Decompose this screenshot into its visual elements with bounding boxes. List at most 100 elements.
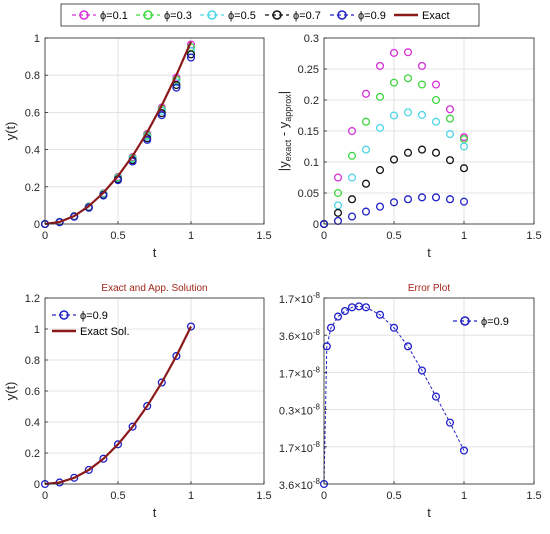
data-point-2-9 <box>445 130 455 139</box>
data-point-3-9 <box>172 81 181 90</box>
ytick-label-1: 0.2 <box>25 448 40 460</box>
data-point-0-6 <box>128 422 137 431</box>
legend-label-0: ϕ=0.9 <box>80 310 108 322</box>
data-point-4-5 <box>389 198 399 207</box>
data-point-0-12 <box>431 392 441 401</box>
axes-frame <box>323 297 535 485</box>
data-point-3-7 <box>417 145 427 154</box>
data-point-3-9 <box>445 156 455 165</box>
xtick-label-1: 0.5 <box>110 490 125 502</box>
panel-exact-app: 0 0.5 1 1.5 0 0.2 0.4 0.6 0.8 1 1.2 t y(t) Exact and … <box>3 283 272 520</box>
legend-marker-2 <box>207 10 217 20</box>
data-point-0-9 <box>389 323 399 332</box>
ytick-label-4: 3.6×10-8 <box>279 328 321 343</box>
axes-frame <box>323 37 535 225</box>
legend-box <box>60 3 480 27</box>
ytick-base-2: 0.3×10 <box>279 406 313 418</box>
xtick-label-2: 1 <box>188 490 194 502</box>
ytick-label-2: 0.3×10-8 <box>279 403 321 418</box>
data-point-1-1 <box>333 188 343 198</box>
panel-error-plot: 0 0.5 1 1.53.6×10-81.7×10-80.3×10-81.7×10-8… <box>279 283 542 520</box>
data-point-0-10 <box>403 342 413 351</box>
data-point-1-5 <box>389 78 399 87</box>
legend-marker-0 <box>79 10 89 20</box>
data-point-2-8 <box>431 117 441 126</box>
xtick-label-3: 1.5 <box>256 230 271 242</box>
legend-label-1: Exact Sol. <box>80 326 130 338</box>
data-point-0-8 <box>375 310 385 319</box>
legend-label-4: ϕ=0.9 <box>358 10 386 22</box>
data-point-3-3 <box>361 179 371 188</box>
x-axis-label: t <box>427 245 431 260</box>
xtick-label-0: 0 <box>321 490 327 502</box>
data-point-4-8 <box>157 111 166 120</box>
ytick-label-3: 0.15 <box>298 126 319 138</box>
series-line-1 <box>44 326 192 486</box>
ytick-label-0: 0 <box>34 479 40 491</box>
data-point-4-9 <box>172 83 181 92</box>
panel-title: Error Plot <box>408 283 450 294</box>
data-point-0-9 <box>172 351 181 361</box>
data-point-0-3 <box>84 465 93 474</box>
data-point-0-4 <box>99 454 108 463</box>
data-point-0-6 <box>403 48 413 57</box>
legend-label-2: ϕ=0.5 <box>228 10 256 22</box>
data-point-2-7 <box>417 110 427 119</box>
plot-area <box>45 38 264 224</box>
data-point-4-7 <box>143 135 152 144</box>
ytick-base-1: 1.7×10 <box>279 443 313 455</box>
ytick-base-3: 1.7×10 <box>279 368 313 380</box>
panel-abs-error: 0 0.5 1 1.5 0 0.05 0.1 0.15 0.2 0.25 0.3 t |yexact -… <box>276 33 542 260</box>
legend-marker-1 <box>143 10 153 20</box>
y-axis-sub-exact: exact <box>283 139 293 161</box>
data-point-0-7 <box>417 61 427 70</box>
ytick-exp-4: -8 <box>313 328 321 337</box>
data-point-2-10 <box>459 142 469 151</box>
ytick-exp-3: -8 <box>313 365 321 374</box>
data-point-3-1 <box>333 208 343 217</box>
y-axis-minus: - y <box>276 121 291 140</box>
data-point-4-4 <box>375 202 385 211</box>
series-0 <box>319 302 469 489</box>
data-point-4-6 <box>403 195 413 204</box>
data-point-4-8 <box>431 193 441 202</box>
data-point-4-10 <box>186 53 196 62</box>
plot-area <box>324 298 534 484</box>
xtick-label-2: 1 <box>461 230 467 242</box>
x-axis-label: t <box>427 505 431 520</box>
top-legend: ϕ=0.1 ϕ=0.3 ϕ=0.5 ϕ=0.7 ϕ=0.9 Exact <box>60 3 480 27</box>
xtick-label-2: 1 <box>188 230 194 242</box>
xtick-label-3: 1.5 <box>526 490 541 502</box>
data-point-4-7 <box>417 193 427 202</box>
ytick-label-0: 0 <box>34 219 40 231</box>
data-point-0-4 <box>340 306 350 316</box>
legend-marker-4 <box>337 10 347 20</box>
data-point-2-2 <box>347 173 357 182</box>
ytick-base-4: 3.6×10 <box>279 331 313 343</box>
legend-label-0: ϕ=0.1 <box>100 10 128 22</box>
xtick-label-0: 0 <box>321 230 327 242</box>
y-axis-sub-approx: approx <box>283 94 293 122</box>
ytick-label-3: 0.6 <box>25 107 40 119</box>
ytick-label-5: 1 <box>34 324 40 336</box>
ytick-label-2: 0.1 <box>304 157 319 169</box>
data-point-3-10 <box>459 164 469 173</box>
data-point-3-2 <box>347 195 357 204</box>
legend-label-3: ϕ=0.7 <box>293 10 321 22</box>
series-dash-0 <box>323 305 465 485</box>
data-point-0-2 <box>326 323 336 332</box>
panel-legend: ϕ=0.9 Exact Sol. <box>52 310 130 338</box>
data-point-1-6 <box>403 74 413 83</box>
data-point-1-4 <box>375 92 385 101</box>
ytick-exp-1: -8 <box>313 440 321 449</box>
data-point-4-2 <box>347 212 357 221</box>
ytick-label-6: 1.2 <box>25 293 40 305</box>
data-point-3-10 <box>186 50 196 59</box>
ytick-exp-2: -8 <box>313 403 321 412</box>
xtick-label-1: 0.5 <box>386 230 401 242</box>
data-point-4-3 <box>361 207 371 216</box>
data-point-0-1 <box>322 342 331 351</box>
data-point-2-5 <box>389 111 399 120</box>
